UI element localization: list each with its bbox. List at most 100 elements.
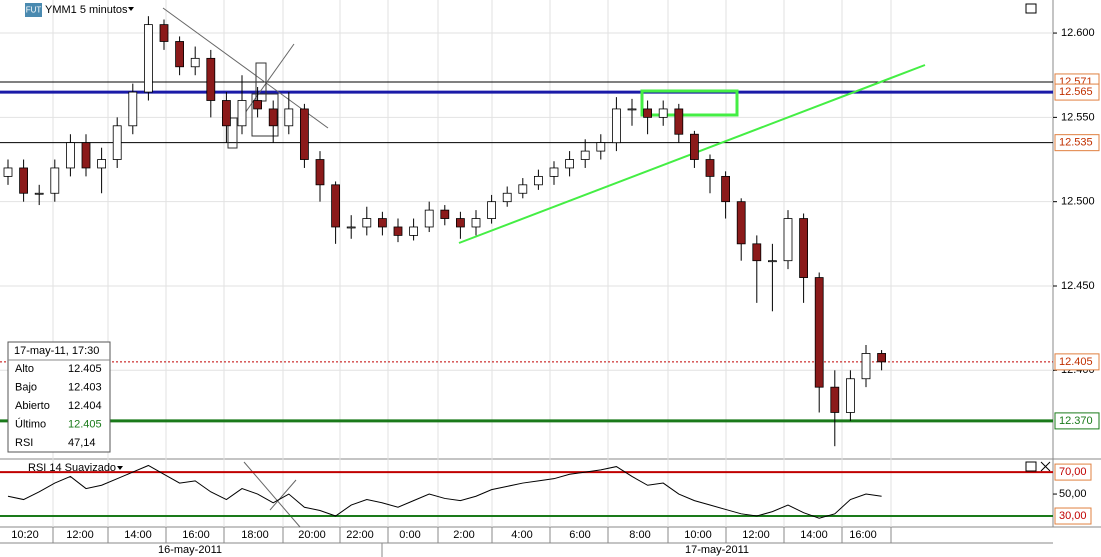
x-tick-label: 10:00 xyxy=(684,529,712,541)
candle-body xyxy=(877,353,886,363)
date-label: 17-may-2011 xyxy=(685,544,749,556)
info-label: RSI xyxy=(15,437,33,449)
info-value: 12.403 xyxy=(68,381,102,393)
x-tick-label: 6:00 xyxy=(569,529,590,541)
candle-body xyxy=(424,209,434,228)
info-header: 17-may-11, 17:30 xyxy=(14,345,99,357)
level-label: 12.535 xyxy=(1059,137,1093,149)
level-label-box xyxy=(1054,353,1100,371)
candle-body xyxy=(362,218,372,228)
candle-body xyxy=(549,167,559,177)
candle-body xyxy=(487,201,497,219)
close-button[interactable] xyxy=(1040,461,1051,472)
x-tick-label: 0:00 xyxy=(399,529,420,541)
drawn-box xyxy=(227,117,238,149)
x-tick-label: 20:00 xyxy=(298,529,326,541)
candle-body xyxy=(502,192,512,203)
trend-line xyxy=(162,7,329,129)
info-box xyxy=(7,341,111,453)
candle-body xyxy=(736,201,746,245)
date-label: 16-may-2011 xyxy=(158,544,222,556)
badge: FUT xyxy=(26,6,42,15)
info-value: 12.405 xyxy=(68,418,102,430)
info-label: Último xyxy=(15,417,46,430)
y-tick-label: 12.600 xyxy=(1061,27,1095,39)
candle-body xyxy=(175,41,185,68)
level-label-box xyxy=(1054,412,1100,430)
candle-body xyxy=(830,386,840,413)
candle-body xyxy=(471,218,481,228)
trend-line xyxy=(269,479,297,511)
x-tick-label: 16:00 xyxy=(182,529,210,541)
level-label: 12.565 xyxy=(1059,86,1093,98)
candle-body xyxy=(346,226,356,229)
candle-body xyxy=(143,24,153,93)
candle-body xyxy=(440,209,450,219)
candle-body xyxy=(580,150,590,160)
candle-body xyxy=(690,133,699,160)
candle-body xyxy=(658,108,668,118)
candle-body xyxy=(643,108,652,118)
rsi-tick-label: 30,00 xyxy=(1059,510,1087,522)
candle-body xyxy=(221,100,231,127)
rsi-label-box xyxy=(1054,463,1092,481)
candle-body xyxy=(331,184,341,228)
candle-body xyxy=(268,108,278,127)
candle-body xyxy=(627,108,637,111)
candle-body xyxy=(50,167,60,194)
candle-body xyxy=(596,142,606,152)
candle-body xyxy=(315,159,325,186)
candle-body xyxy=(190,57,200,68)
candle-body xyxy=(409,226,419,236)
candle-body xyxy=(846,378,855,413)
dropdown-arrow[interactable] xyxy=(128,7,134,11)
x-tick-label: 14:00 xyxy=(124,529,152,541)
x-tick-label: 18:00 xyxy=(241,529,269,541)
maximize-button[interactable] xyxy=(1025,461,1037,472)
x-tick-label: 16:00 xyxy=(849,529,877,541)
candle-body xyxy=(206,57,216,101)
candle-body xyxy=(565,159,574,169)
candle-body xyxy=(783,218,793,262)
x-tick-label: 2:00 xyxy=(453,529,474,541)
x-tick-label: 22:00 xyxy=(346,529,374,541)
candle-body xyxy=(97,159,106,169)
level-label: 12.370 xyxy=(1059,415,1093,427)
candle-body xyxy=(19,167,29,194)
candle-body xyxy=(377,218,387,228)
maximize-button[interactable] xyxy=(1025,3,1037,14)
info-label: Bajo xyxy=(15,381,37,393)
rsi-title[interactable]: RSI 14 Suavizado xyxy=(28,462,116,474)
candle-body xyxy=(34,192,44,195)
candle-body xyxy=(752,243,762,262)
chart-title[interactable]: YMM1 5 minutos xyxy=(45,4,128,16)
dropdown-arrow[interactable] xyxy=(117,466,123,470)
candle-body xyxy=(159,24,169,42)
candle-body xyxy=(721,175,730,203)
candle-body xyxy=(768,260,777,263)
candle-body xyxy=(128,91,138,127)
candle-body xyxy=(705,159,715,177)
x-tick-label: 12:00 xyxy=(66,529,94,541)
trend-line xyxy=(239,43,295,121)
y-tick-label: 12.500 xyxy=(1061,196,1095,208)
candle-body xyxy=(253,100,263,110)
x-tick-label: 10:20 xyxy=(11,529,39,541)
candle-body xyxy=(237,100,247,127)
candle-body xyxy=(814,277,824,388)
rsi-line xyxy=(7,464,882,519)
info-value: 47,14 xyxy=(68,437,96,449)
candle-body xyxy=(81,142,91,169)
drawn-box xyxy=(640,89,739,117)
y-tick-label: 12.450 xyxy=(1061,280,1095,292)
info-value: 12.404 xyxy=(68,400,102,412)
candle-body xyxy=(284,108,294,127)
x-tick-label: 12:00 xyxy=(742,529,770,541)
candle-body xyxy=(299,108,309,160)
rsi-label-box xyxy=(1054,507,1092,525)
info-value: 12.405 xyxy=(68,363,102,375)
x-tick-label: 14:00 xyxy=(800,529,828,541)
candle-body xyxy=(612,108,621,144)
candle-body xyxy=(861,353,871,380)
